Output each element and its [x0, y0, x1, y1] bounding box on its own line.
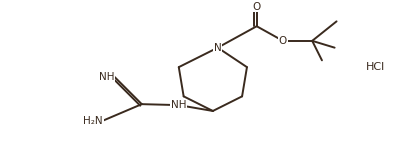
Text: NH: NH	[99, 72, 114, 82]
Text: NH: NH	[171, 100, 186, 110]
Text: H₂N: H₂N	[83, 116, 103, 126]
Text: O: O	[279, 36, 287, 46]
Text: N: N	[214, 43, 222, 53]
Text: HCl: HCl	[366, 62, 385, 72]
Text: O: O	[253, 2, 261, 12]
